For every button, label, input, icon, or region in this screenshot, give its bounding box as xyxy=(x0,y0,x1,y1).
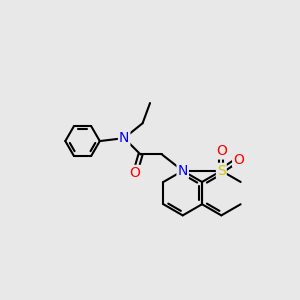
Text: O: O xyxy=(130,166,141,180)
Text: O: O xyxy=(216,145,227,158)
Text: N: N xyxy=(178,164,188,178)
Text: S: S xyxy=(217,164,226,178)
Text: N: N xyxy=(119,131,129,145)
Text: O: O xyxy=(233,152,244,167)
